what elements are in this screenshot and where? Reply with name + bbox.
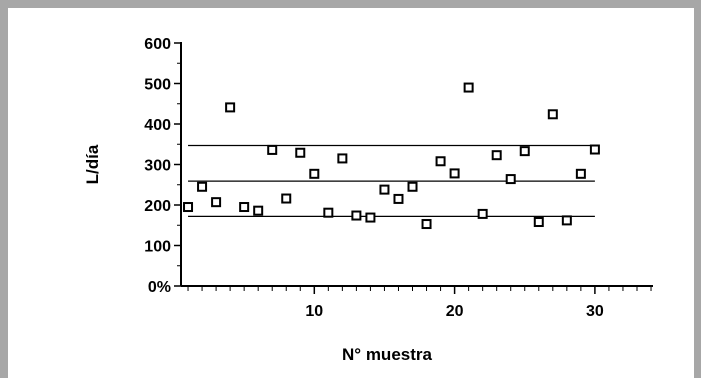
data-point: [463, 82, 474, 93]
data-point: [197, 181, 208, 192]
data-point: [561, 215, 572, 226]
data-point: [239, 202, 250, 213]
x-tick-label: 20: [446, 303, 464, 320]
x-ticks: 10 20 30: [187, 286, 652, 320]
data-point: [253, 205, 264, 216]
data-point: [267, 144, 278, 155]
data-point: [337, 153, 348, 164]
y-ticks: 0% 100 200 300 400 500 600: [144, 36, 181, 296]
data-point: [393, 193, 404, 204]
x-axis-title: N° muestra: [342, 345, 432, 364]
data-point: [365, 212, 376, 223]
data-point: [435, 156, 446, 167]
data-point: [547, 109, 558, 120]
data-point: [421, 219, 432, 230]
data-point: [281, 193, 292, 204]
data-point: [533, 217, 544, 228]
y-tick-label: 600: [144, 36, 171, 53]
data-point: [491, 150, 502, 161]
data-point: [295, 147, 306, 158]
x-tick-label: 10: [305, 303, 323, 320]
data-point: [183, 202, 194, 213]
y-tick-label: 100: [144, 239, 171, 256]
data-points: [183, 82, 600, 230]
y-tick-label: 400: [144, 117, 171, 134]
x-tick-label: 30: [586, 303, 604, 320]
reference-lines: [188, 144, 595, 217]
y-tick-label: 0%: [148, 279, 171, 296]
y-tick-label: 200: [144, 198, 171, 215]
data-point: [225, 102, 236, 113]
data-point: [449, 168, 460, 179]
data-point: [351, 210, 362, 221]
data-point: [519, 146, 530, 157]
chart-panel: 10 20 30 0% 100 200 300 400 500 600 N° muestra L…: [8, 8, 694, 378]
scatter-chart: 10 20 30 0% 100 200 300 400 500 600 N° muestra L…: [83, 36, 653, 364]
data-point: [211, 197, 222, 208]
data-point: [323, 207, 334, 218]
data-point: [575, 168, 586, 179]
data-point: [477, 208, 488, 219]
data-point: [505, 174, 516, 185]
data-point: [379, 184, 390, 195]
y-tick-label: 500: [144, 77, 171, 94]
y-axis-title: L/día: [83, 144, 102, 184]
y-tick-label: 300: [144, 158, 171, 175]
data-point: [589, 144, 600, 155]
data-point: [309, 168, 320, 179]
data-point: [407, 181, 418, 192]
